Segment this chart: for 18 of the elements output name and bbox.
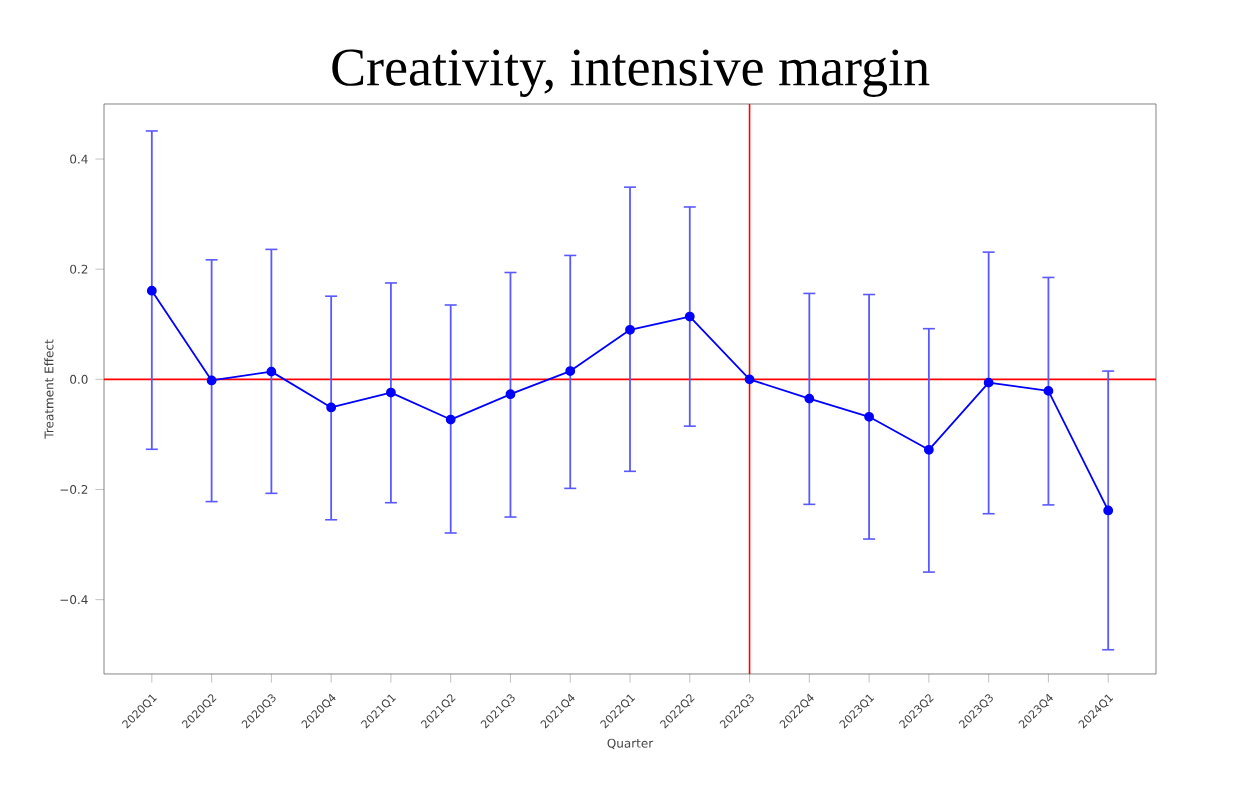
- point: [804, 393, 815, 404]
- point: [744, 374, 755, 385]
- point: [1043, 386, 1054, 396]
- point: [146, 285, 157, 296]
- point: [326, 402, 337, 413]
- point: [565, 366, 576, 376]
- point: [983, 377, 994, 388]
- point: [266, 366, 277, 377]
- point: [684, 311, 695, 322]
- chart-title: Creativity, intensive margin: [332, 49, 930, 97]
- point: [206, 375, 217, 386]
- point: [1103, 505, 1114, 516]
- point: [864, 411, 874, 422]
- point: [923, 444, 934, 455]
- point: [625, 324, 635, 335]
- point: [505, 389, 516, 400]
- point: [445, 414, 456, 425]
- point: [386, 387, 396, 398]
